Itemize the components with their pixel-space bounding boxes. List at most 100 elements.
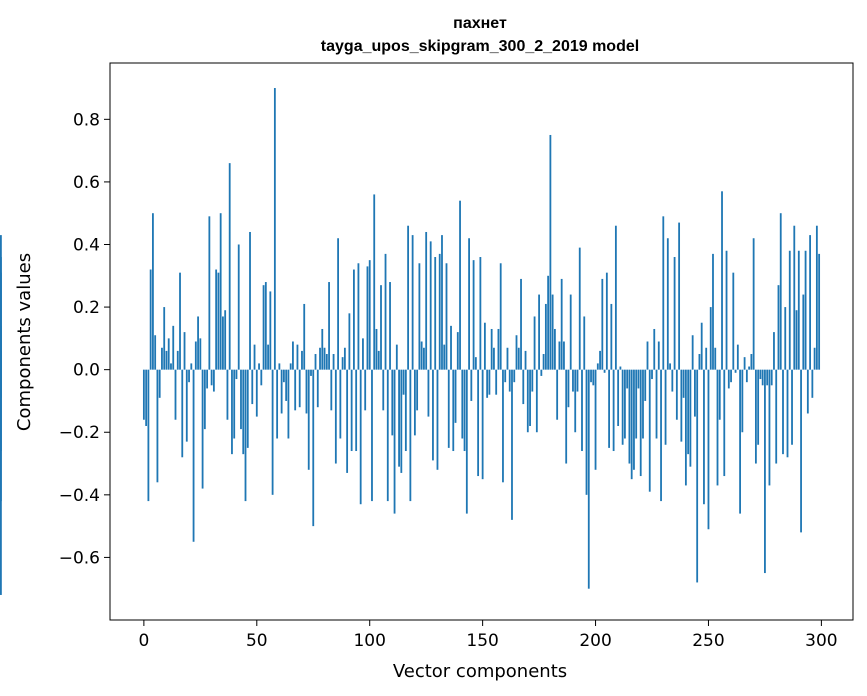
bar — [201, 369, 204, 489]
bar — [161, 347, 163, 370]
bar — [292, 341, 294, 370]
bar — [750, 354, 753, 370]
bar — [815, 225, 818, 370]
bar — [222, 316, 224, 370]
bar — [432, 369, 434, 461]
bar — [411, 235, 414, 370]
bar — [614, 225, 617, 370]
bar — [716, 369, 719, 486]
bar — [531, 369, 534, 392]
bar — [145, 369, 148, 426]
bar — [389, 282, 391, 370]
bar — [172, 325, 175, 370]
bar — [671, 369, 674, 392]
bar — [766, 369, 769, 386]
bar — [328, 282, 330, 370]
bar — [499, 263, 502, 370]
bar — [423, 347, 425, 370]
bar — [547, 275, 550, 370]
bar — [450, 325, 452, 370]
bar — [461, 369, 464, 439]
bar — [811, 369, 814, 398]
bar — [459, 200, 461, 370]
bar — [551, 294, 554, 370]
bar — [630, 369, 633, 480]
bar — [637, 369, 640, 389]
bar — [445, 263, 448, 370]
bar — [244, 369, 247, 502]
bar — [657, 341, 660, 370]
bar — [425, 231, 428, 370]
bar — [479, 257, 482, 370]
bar — [219, 213, 222, 370]
bar — [712, 253, 714, 370]
bar — [249, 231, 251, 370]
bar — [544, 303, 547, 370]
bar — [700, 322, 703, 370]
bar — [332, 354, 335, 370]
y-tick-label: 0.2 — [73, 298, 100, 318]
bar — [786, 369, 789, 458]
bar — [307, 369, 310, 470]
bar — [565, 369, 568, 464]
bar — [321, 328, 324, 370]
bar — [255, 369, 258, 417]
bar — [678, 222, 681, 370]
bar — [341, 357, 344, 370]
bar — [185, 369, 188, 442]
x-tick-label: 50 — [246, 631, 268, 651]
bar — [301, 350, 303, 370]
bar — [407, 225, 410, 370]
bar — [438, 253, 441, 370]
x-tick-label: 150 — [466, 631, 498, 651]
y-tick-label: −0.6 — [59, 548, 100, 568]
bar — [434, 257, 437, 370]
bar — [504, 369, 507, 383]
bar — [413, 369, 416, 436]
bar — [782, 369, 784, 455]
bar — [675, 369, 678, 420]
bar — [594, 369, 597, 470]
bar — [666, 238, 669, 370]
bar — [251, 369, 254, 405]
bar — [271, 369, 274, 495]
bar — [605, 272, 608, 370]
bar — [764, 369, 766, 574]
bar — [179, 272, 181, 370]
bar — [490, 328, 493, 370]
bar — [800, 369, 802, 533]
bar — [660, 369, 662, 502]
bar — [393, 369, 396, 514]
y-tick-label: 0.0 — [73, 361, 100, 381]
bar — [511, 369, 513, 520]
bar — [253, 344, 256, 370]
bar — [0, 369, 2, 502]
bar — [386, 369, 389, 502]
bar — [590, 369, 592, 383]
bar — [628, 369, 631, 464]
bar — [572, 369, 574, 392]
bar — [524, 350, 527, 370]
bar — [752, 238, 755, 370]
bar — [642, 369, 644, 439]
bar — [343, 347, 346, 370]
plot-frame — [109, 62, 854, 621]
bar — [264, 282, 267, 370]
bar — [456, 332, 459, 370]
bar — [578, 247, 581, 370]
bar — [648, 369, 651, 492]
bar — [520, 278, 522, 370]
bar — [707, 369, 710, 530]
bar — [364, 369, 367, 411]
bar — [0, 272, 2, 370]
bar — [382, 369, 385, 411]
bar — [391, 369, 394, 436]
bar — [395, 344, 398, 370]
bar — [319, 347, 321, 370]
bar — [581, 369, 583, 452]
bar — [689, 369, 692, 467]
bar — [142, 369, 145, 420]
bar — [167, 338, 170, 370]
bar — [727, 369, 730, 389]
bar — [400, 369, 403, 473]
